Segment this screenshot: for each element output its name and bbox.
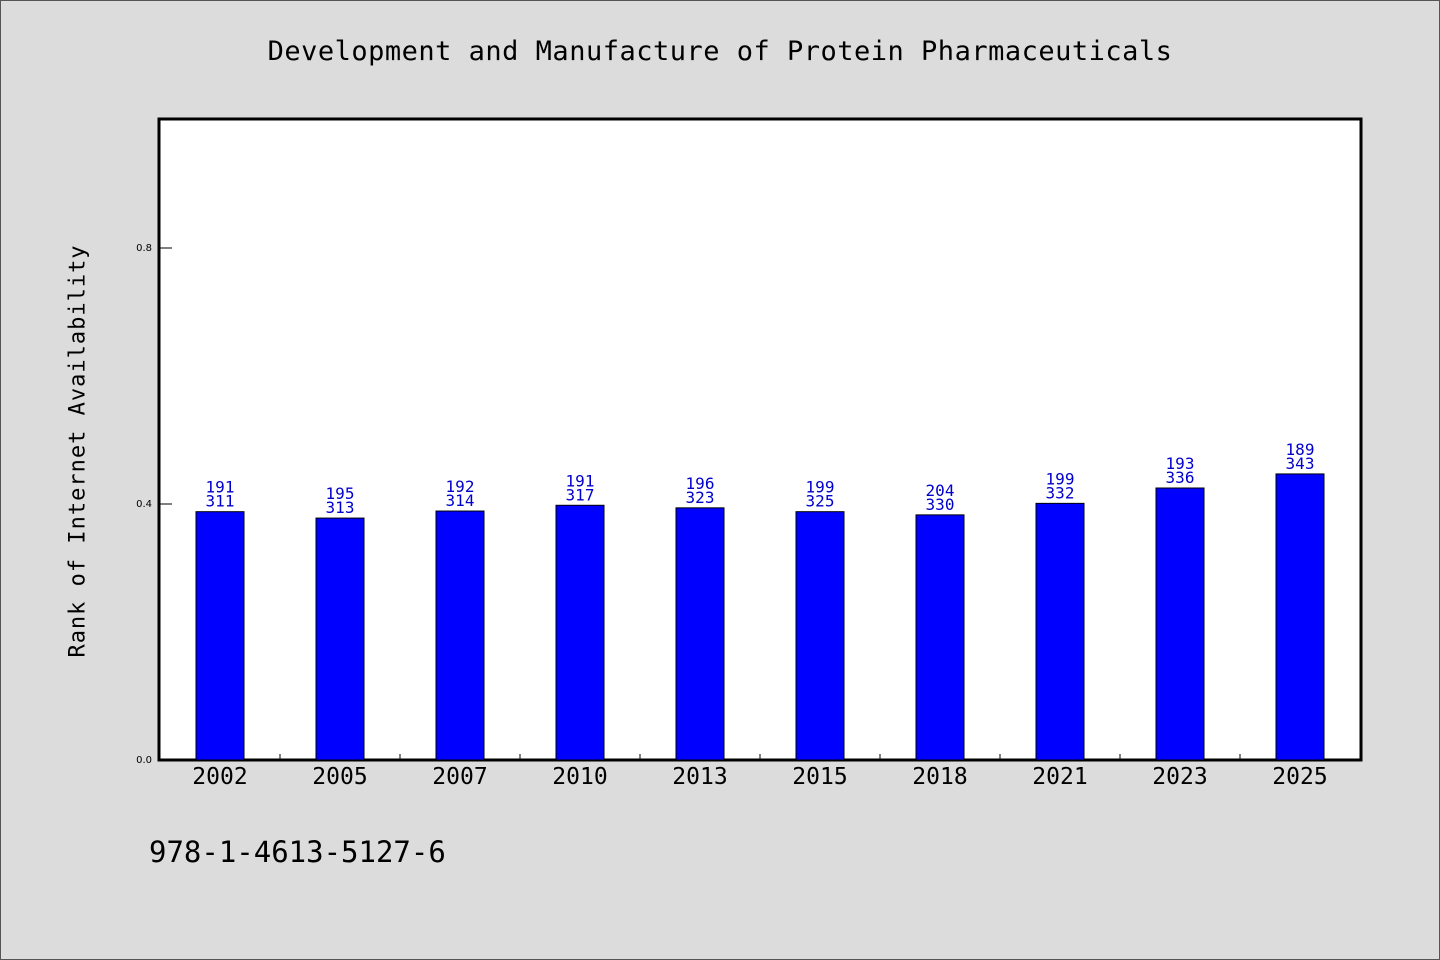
bar-rank-label: 199 <box>806 478 835 497</box>
bar-rank-label: 196 <box>686 474 715 493</box>
bar-value-label: 313 <box>326 498 355 517</box>
bar <box>435 510 485 761</box>
bar-value-label: 330 <box>926 495 955 514</box>
bar-rank-label: 195 <box>326 484 355 503</box>
bar <box>795 511 845 761</box>
x-tick-label: 2018 <box>912 764 967 790</box>
y-tick-label: 0.4 <box>136 499 152 510</box>
bar-value-label: 336 <box>1166 468 1195 487</box>
x-tick-label: 2021 <box>1032 764 1087 790</box>
bar <box>555 504 605 761</box>
y-axis: 0.0 0.4 0.8 <box>136 243 172 766</box>
bar-value-label: 332 <box>1046 483 1075 502</box>
bar-value-label: 314 <box>446 491 475 510</box>
bar-rank-label: 199 <box>1046 469 1075 488</box>
y-tick-label: 0.8 <box>136 243 152 254</box>
bar-rank-label: 204 <box>926 481 955 500</box>
bar-rank-label: 189 <box>1286 440 1315 459</box>
bar <box>1275 473 1325 761</box>
y-tick-label: 0.0 <box>136 755 152 766</box>
bar <box>195 511 245 761</box>
bar-rank-label: 193 <box>1166 454 1195 473</box>
bar <box>315 517 365 761</box>
bar <box>1035 502 1085 761</box>
bar-value-label: 317 <box>566 485 595 504</box>
x-tick-label: 2005 <box>312 764 367 790</box>
bars <box>195 473 1325 761</box>
bar-rank-label: 192 <box>446 477 475 496</box>
x-tick-label: 2025 <box>1272 764 1327 790</box>
bar <box>675 507 725 761</box>
bar <box>1155 487 1205 761</box>
chart-title: Development and Manufacture of Protein P… <box>267 36 1173 67</box>
bar-value-label: 323 <box>686 488 715 507</box>
bar-rank-label: 191 <box>206 478 235 497</box>
bar-rank-label: 191 <box>566 471 595 490</box>
bar-value-label: 325 <box>806 492 835 511</box>
x-tick-label: 2007 <box>432 764 487 790</box>
x-tick-label: 2023 <box>1152 764 1207 790</box>
isbn-footer: 978-1-4613-5127-6 <box>149 835 446 869</box>
x-tick-label: 2002 <box>192 764 247 790</box>
bar-value-label: 311 <box>206 492 235 511</box>
x-tick-label: 2013 <box>672 764 727 790</box>
x-axis: 2002 2005 2007 2010 2013 2015 2018 2021 2023 2025 <box>192 754 1328 790</box>
x-tick-label: 2010 <box>552 764 607 790</box>
x-tick-label: 2015 <box>792 764 847 790</box>
bar-value-label: 343 <box>1286 454 1315 473</box>
bar <box>915 514 965 761</box>
